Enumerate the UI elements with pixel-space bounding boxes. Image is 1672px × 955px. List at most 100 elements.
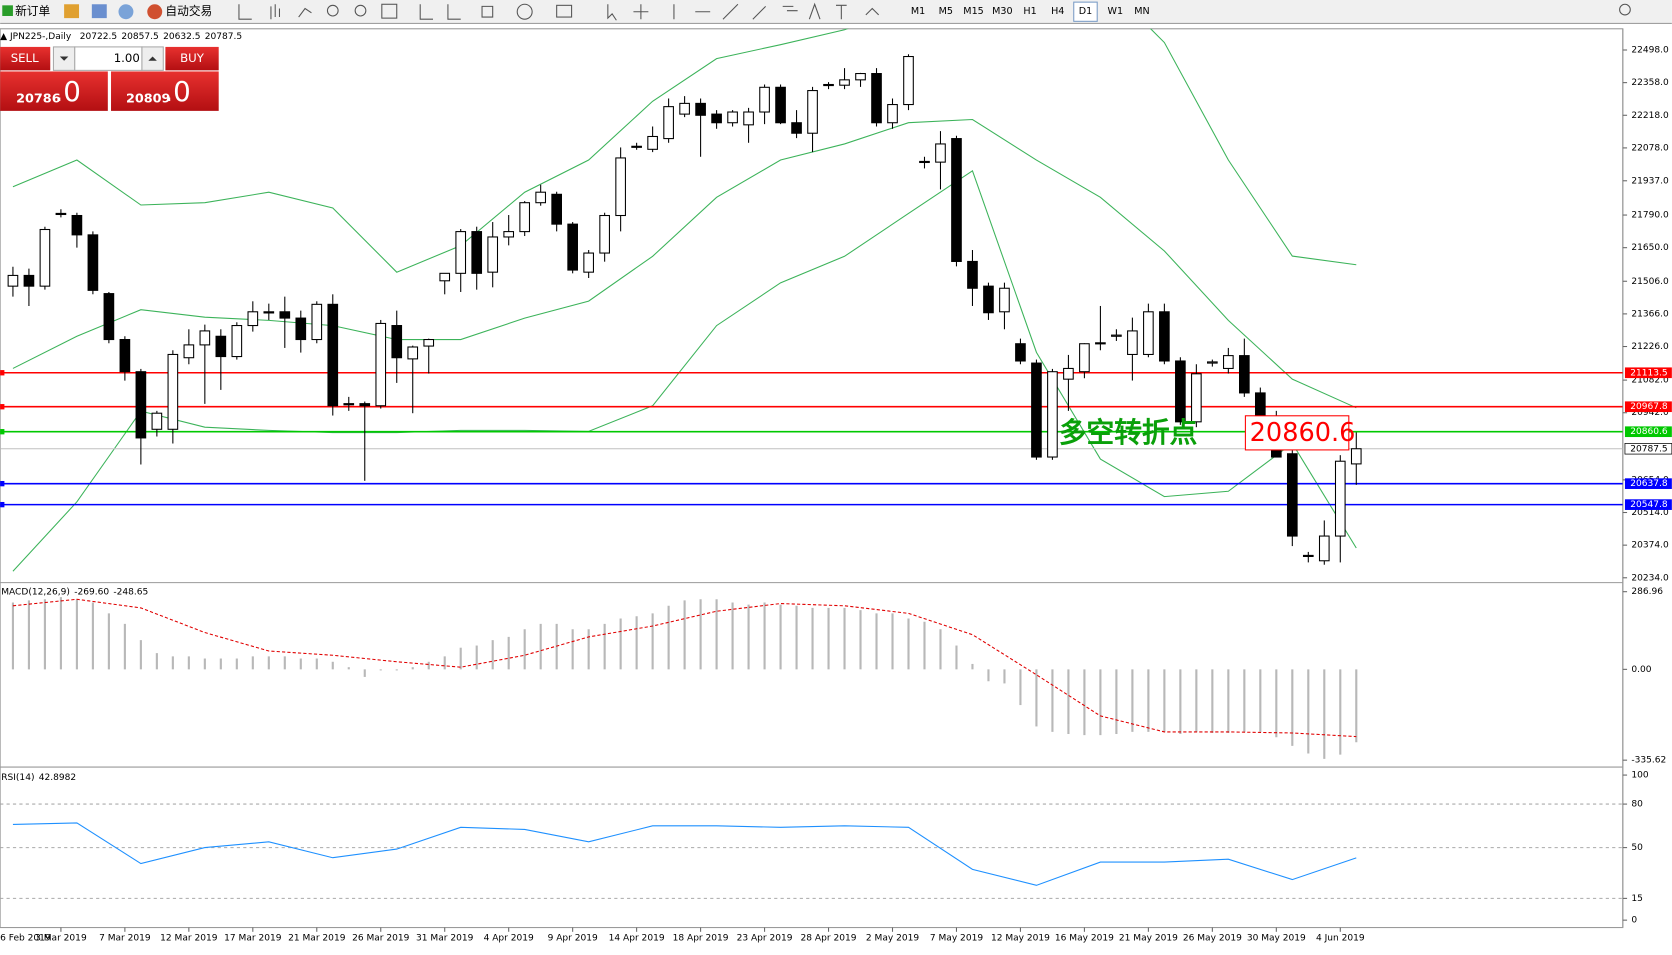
timeframe-button[interactable]: W1 (1108, 6, 1124, 17)
scroll-icons[interactable] (419, 4, 494, 20)
y-tick-label: 22078.0 (1631, 143, 1669, 153)
drawing-tools[interactable] (607, 2, 880, 21)
sell-button[interactable] (0, 46, 51, 71)
candle-body-up (887, 104, 898, 124)
periods[interactable] (516, 3, 533, 20)
zoom-in[interactable] (326, 4, 339, 17)
x-tick-label: 4 Apr 2019 (484, 934, 534, 944)
templates[interactable] (556, 4, 573, 18)
buy-price-fraction: .0 (164, 75, 190, 108)
y-tick-label: 22498.0 (1631, 45, 1669, 55)
x-tick-label: 23 Apr 2019 (737, 934, 793, 944)
candle-body-up (407, 346, 419, 360)
candle-body-up (647, 135, 658, 150)
x-tick-label: 3 Mar 2019 (35, 934, 87, 944)
y-tick-label: 15 (1631, 894, 1643, 904)
candle-body-down (23, 274, 35, 287)
candle-body-down (695, 102, 706, 116)
candle-body-up (7, 274, 19, 287)
candle-body-down (295, 317, 307, 341)
one-click-trading: SELL 1.00 BUY 20786 .0 20809 .0 (0, 46, 219, 111)
timeframe-button[interactable]: M1 (911, 6, 925, 17)
candle-body-down (551, 193, 563, 225)
tile[interactable] (381, 3, 398, 19)
y-tick-label: 0 (1631, 916, 1637, 926)
candle-body-up (583, 252, 594, 273)
buy-price: 20809 (126, 92, 171, 107)
toolbar-new-order[interactable]: 新订单 (2, 4, 51, 18)
price-box: 20860.6 (1250, 418, 1356, 448)
timeframe-button[interactable]: M15 (963, 6, 983, 17)
candle-body-down (87, 234, 99, 291)
chart-type-icons[interactable] (238, 4, 312, 20)
toolbar (0, 0, 1672, 24)
zoom-out[interactable] (354, 4, 367, 17)
toolbar-auto-trading[interactable]: 自动交易 (147, 4, 212, 20)
x-tick-label: 6 Feb 2019 (0, 934, 51, 944)
candle-body-up (663, 106, 674, 140)
x-tick-label: 2 May 2019 (866, 934, 919, 944)
sell-price: 20786 (16, 92, 61, 107)
level-handle (0, 501, 5, 508)
icon[interactable] (64, 4, 80, 19)
level-handle (0, 429, 5, 435)
x-tick-label: 21 Mar 2019 (288, 934, 346, 944)
icon[interactable] (91, 4, 107, 19)
candle-body-up (1095, 342, 1106, 345)
y-tick-label: 22218.0 (1631, 111, 1669, 121)
candle-body-up (423, 339, 435, 347)
candle-body-up (919, 160, 930, 164)
level-label-box (1624, 499, 1672, 510)
candle-body-down (359, 403, 371, 407)
x-tick-label: 26 May 2019 (1183, 934, 1242, 944)
candle-body-down (967, 260, 978, 289)
timeframe-button[interactable]: M5 (939, 6, 953, 17)
macd-pane (11, 597, 1358, 759)
candle-body-down (711, 113, 722, 124)
buy-button[interactable] (165, 46, 219, 71)
timeframe-button[interactable]: H4 (1051, 6, 1064, 17)
y-tick-label: 21506.0 (1631, 277, 1669, 287)
candle-body-up (727, 111, 738, 124)
chart-frame (0, 28, 1624, 929)
y-tick-label: 20234.0 (1631, 573, 1669, 583)
x-tick-label: 9 Apr 2019 (548, 934, 598, 944)
x-tick-label: 21 May 2019 (1119, 934, 1178, 944)
candle-body-down (103, 293, 115, 341)
candle-body-up (311, 303, 323, 341)
candle-body-up (1111, 334, 1122, 337)
y-tick-label: 21650.0 (1631, 243, 1669, 253)
candle-body-up (167, 353, 179, 430)
candle-body-down (951, 138, 962, 262)
candle-body-up (1079, 343, 1090, 373)
timeframe-button[interactable]: MN (1134, 6, 1149, 17)
rsi-header: RSI(14) 42.8982 (1, 773, 76, 783)
level-label: 21113.5 (1630, 368, 1667, 378)
candle-body-up (999, 287, 1010, 313)
current-price-label: 20787.5 (1630, 444, 1667, 454)
y-tick-label: 21082.0 (1631, 376, 1669, 386)
level-handle (0, 370, 5, 376)
candle-body-up (231, 325, 243, 358)
y-tick-label: -335.62 (1631, 756, 1666, 766)
buy-price-box[interactable] (111, 71, 219, 111)
y-tick-label: 21790.0 (1631, 211, 1669, 221)
triangle: ▲ (0, 32, 10, 42)
icon[interactable] (118, 4, 134, 20)
timeframe-button[interactable]: H1 (1023, 6, 1036, 17)
timeframe-button[interactable]: D1 (1079, 6, 1092, 17)
candle-body-up (743, 111, 754, 126)
candle-body-up (1350, 448, 1362, 465)
level-label: 20547.8 (1630, 500, 1668, 510)
bollinger-middle (12, 118, 1357, 409)
x-tick-label: 28 Apr 2019 (801, 934, 857, 944)
level-label-box (1624, 401, 1672, 413)
bollinger-lower (12, 169, 1357, 572)
x-tick-label: 18 Apr 2019 (673, 934, 729, 944)
candle-body-up (1143, 311, 1154, 355)
timeframe-button[interactable]: M30 (992, 6, 1012, 17)
search[interactable] (1619, 3, 1631, 16)
sell-price-box[interactable] (0, 71, 108, 111)
candle-body-up (615, 157, 626, 217)
